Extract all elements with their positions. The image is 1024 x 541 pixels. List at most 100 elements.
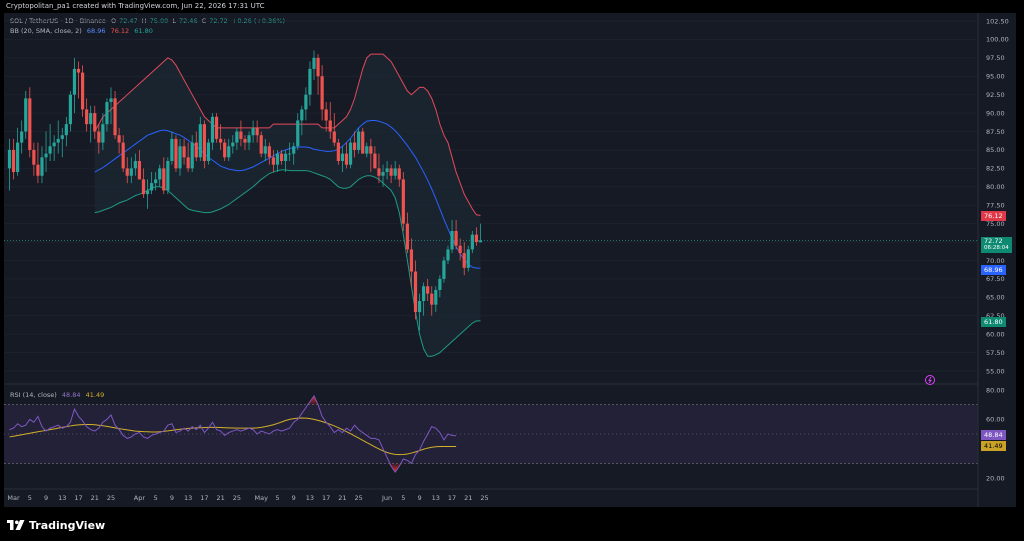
candle[interactable] xyxy=(64,116,68,147)
candle[interactable] xyxy=(36,142,40,184)
candle[interactable] xyxy=(72,57,77,114)
candle[interactable] xyxy=(357,127,361,154)
candle[interactable] xyxy=(474,227,478,246)
candle[interactable] xyxy=(417,293,422,331)
bollinger-basis-line[interactable] xyxy=(94,119,481,269)
candle[interactable] xyxy=(478,223,483,243)
candle[interactable] xyxy=(89,105,93,143)
candle[interactable] xyxy=(166,157,170,195)
candle[interactable] xyxy=(137,149,142,180)
candle[interactable] xyxy=(174,135,178,173)
candle[interactable] xyxy=(162,157,166,195)
candle[interactable] xyxy=(223,138,227,161)
candle[interactable] xyxy=(377,153,381,184)
candle[interactable] xyxy=(56,120,60,154)
candle[interactable] xyxy=(340,146,345,173)
candle[interactable] xyxy=(373,146,377,169)
candle[interactable] xyxy=(332,113,336,147)
candle[interactable] xyxy=(434,286,438,313)
candle[interactable] xyxy=(7,138,12,191)
candle[interactable] xyxy=(202,120,206,169)
candle[interactable] xyxy=(231,135,235,154)
candle[interactable] xyxy=(186,142,190,173)
candle[interactable] xyxy=(462,242,466,276)
candle[interactable] xyxy=(24,91,28,139)
candle[interactable] xyxy=(389,164,393,184)
candle[interactable] xyxy=(113,91,117,139)
candle[interactable] xyxy=(353,131,357,158)
candle[interactable] xyxy=(438,275,442,298)
candle[interactable] xyxy=(336,138,340,165)
candle[interactable] xyxy=(117,127,121,154)
candle[interactable] xyxy=(145,179,150,209)
candle[interactable] xyxy=(219,124,223,150)
footer-brand[interactable]: TradingView xyxy=(7,517,105,533)
candle[interactable] xyxy=(235,127,239,150)
candle[interactable] xyxy=(243,135,247,150)
candle[interactable] xyxy=(214,113,219,143)
candle[interactable] xyxy=(446,245,450,265)
candle[interactable] xyxy=(304,87,308,121)
candle[interactable] xyxy=(182,138,186,165)
candle[interactable] xyxy=(458,238,462,261)
candle[interactable] xyxy=(28,87,32,158)
rsi-line[interactable] xyxy=(9,394,457,474)
candle[interactable] xyxy=(470,231,474,254)
candle[interactable] xyxy=(271,149,275,173)
candle[interactable] xyxy=(109,87,113,125)
candle[interactable] xyxy=(320,65,324,121)
candle[interactable] xyxy=(129,157,133,184)
candle[interactable] xyxy=(16,127,20,176)
candle[interactable] xyxy=(454,219,458,250)
bb-label[interactable]: BB (20, SMA, close, 2) xyxy=(10,27,82,35)
candle[interactable] xyxy=(312,50,316,80)
candle[interactable] xyxy=(381,164,385,187)
candle[interactable] xyxy=(300,105,304,136)
candle[interactable] xyxy=(52,135,56,161)
candle[interactable] xyxy=(397,164,401,187)
candle[interactable] xyxy=(60,127,64,158)
candle[interactable] xyxy=(158,164,162,187)
candle[interactable] xyxy=(259,131,263,158)
candle[interactable] xyxy=(93,105,97,139)
candle[interactable] xyxy=(279,149,284,165)
bollinger-lower-line[interactable] xyxy=(94,169,481,357)
candle[interactable] xyxy=(239,120,243,147)
alert-icon[interactable] xyxy=(925,375,935,385)
candle[interactable] xyxy=(267,142,271,165)
candle[interactable] xyxy=(44,131,48,173)
candle[interactable] xyxy=(316,54,320,95)
candle[interactable] xyxy=(288,142,292,161)
candle[interactable] xyxy=(105,98,109,132)
candle[interactable] xyxy=(275,149,280,173)
candle[interactable] xyxy=(125,157,129,184)
candle[interactable] xyxy=(422,282,426,316)
candle[interactable] xyxy=(48,124,52,161)
candle[interactable] xyxy=(255,120,259,143)
candle[interactable] xyxy=(426,278,430,301)
candle[interactable] xyxy=(68,91,72,132)
candle[interactable] xyxy=(369,138,373,173)
candle[interactable] xyxy=(210,113,215,150)
candle[interactable] xyxy=(283,149,288,173)
candle[interactable] xyxy=(150,172,154,195)
rsi-label[interactable]: RSI (14, close) xyxy=(10,391,57,399)
candle[interactable] xyxy=(141,168,146,198)
bollinger-upper-line[interactable] xyxy=(94,53,481,216)
candle[interactable] xyxy=(296,113,300,150)
candle[interactable] xyxy=(198,116,202,161)
candle[interactable] xyxy=(11,138,16,180)
candle[interactable] xyxy=(385,161,389,180)
candle[interactable] xyxy=(80,65,85,117)
candle[interactable] xyxy=(450,219,454,254)
candle[interactable] xyxy=(365,142,369,158)
candle[interactable] xyxy=(466,245,470,272)
rsi-ma-line[interactable] xyxy=(9,417,457,456)
candle[interactable] xyxy=(393,161,397,180)
candle[interactable] xyxy=(121,135,125,173)
candle[interactable] xyxy=(247,131,251,150)
candle[interactable] xyxy=(133,153,137,176)
candle[interactable] xyxy=(348,138,353,169)
candle[interactable] xyxy=(344,142,349,169)
candle[interactable] xyxy=(324,102,328,132)
